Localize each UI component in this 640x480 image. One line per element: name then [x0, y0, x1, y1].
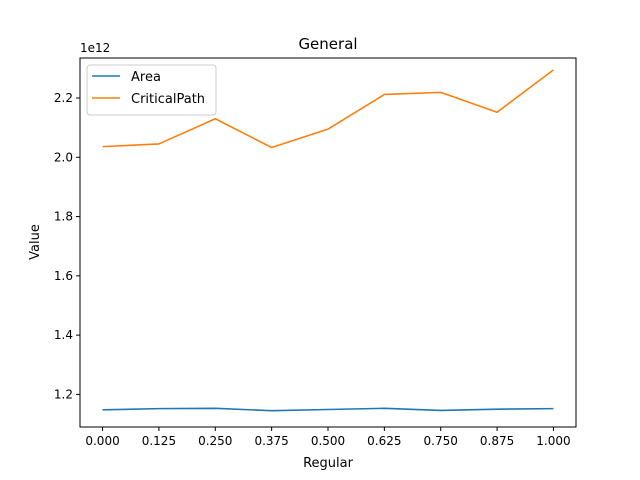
series-line-criticalpath [102, 69, 554, 149]
y-tick-label: 1.6 [54, 269, 73, 283]
y-axis: 1.2 1.4 1.6 1.8 2.0 2.2 [54, 91, 80, 401]
y-tick-label: 2.2 [54, 91, 73, 105]
legend-box [86, 64, 217, 116]
x-tick-label: 0.250 [198, 434, 232, 448]
x-axis: 0.000 0.125 0.250 0.375 0.500 0.625 0.750 0.875… [85, 427, 571, 448]
x-tick-label: 0.375 [254, 434, 288, 448]
x-tick-label: 1.000 [536, 434, 570, 448]
x-tick-label: 0.000 [85, 434, 119, 448]
legend-label: CriticalPath [131, 92, 205, 107]
x-tick-label: 0.125 [142, 434, 176, 448]
x-tick-label: 0.875 [480, 434, 514, 448]
legend: Area CriticalPath [86, 64, 217, 116]
series-group [102, 69, 554, 412]
x-tick-label: 0.625 [367, 434, 401, 448]
x-tick-label: 0.750 [424, 434, 458, 448]
y-tick-label: 1.2 [54, 387, 73, 401]
x-tick-label: 0.500 [311, 434, 345, 448]
y-axis-label: Value [28, 224, 43, 260]
y-offset-label: 1e12 [80, 41, 110, 55]
y-tick-label: 2.0 [54, 150, 73, 164]
y-tick-label: 1.8 [54, 210, 73, 224]
legend-label: Area [131, 70, 161, 85]
chart-title: General [298, 35, 357, 53]
y-tick-label: 1.4 [54, 328, 73, 342]
x-axis-label: Regular [303, 456, 354, 471]
series-line-area [102, 407, 554, 412]
